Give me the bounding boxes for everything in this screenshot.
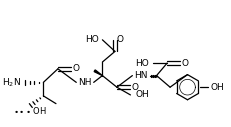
Text: NH: NH [78, 78, 91, 87]
Text: $\bullet\!\bullet\!\bullet$OH: $\bullet\!\bullet\!\bullet$OH [13, 105, 46, 116]
Polygon shape [94, 70, 102, 76]
Text: HN: HN [134, 71, 147, 80]
Text: O: O [73, 64, 79, 73]
Text: O: O [116, 35, 123, 44]
Text: O: O [131, 83, 138, 92]
Text: OH: OH [135, 90, 148, 99]
Text: OH: OH [210, 83, 224, 92]
Text: H$_2$N: H$_2$N [2, 76, 21, 89]
Text: HO: HO [134, 59, 148, 68]
Text: O: O [180, 59, 187, 68]
Text: HO: HO [84, 35, 98, 44]
